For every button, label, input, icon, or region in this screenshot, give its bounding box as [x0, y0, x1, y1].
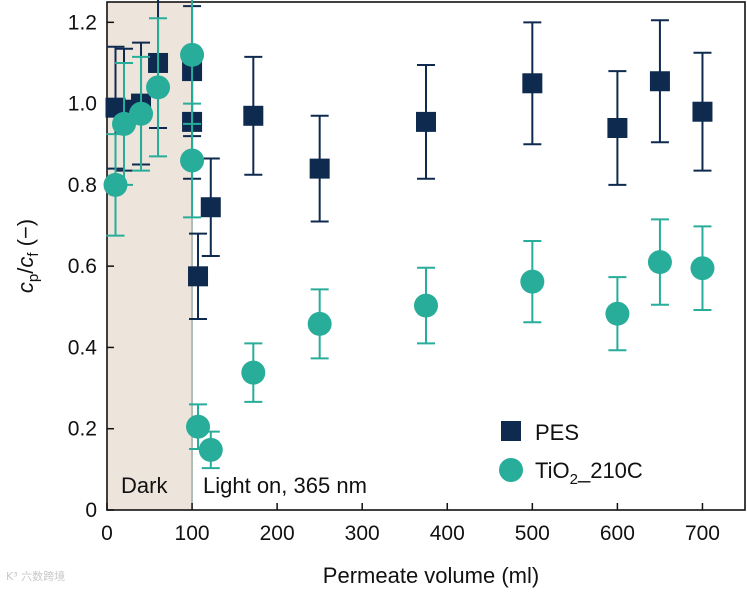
data-point-square [188, 266, 209, 287]
y-title-sub-f: f [25, 252, 42, 257]
x-tick-label: 700 [685, 522, 720, 545]
data-point-square [200, 197, 221, 218]
legend: PES TiO2_210C [499, 420, 643, 488]
x-tick-label: 300 [345, 522, 380, 545]
data-point-circle [146, 75, 171, 100]
x-tick-label: 100 [175, 522, 210, 545]
dark-annotation: Dark [121, 473, 168, 498]
y-title-sep: / [13, 267, 38, 274]
data-point-circle [605, 301, 630, 326]
y-tick-label: 1.2 [68, 11, 97, 34]
data-point-circle [647, 250, 672, 275]
x-tick-label: 200 [260, 522, 295, 545]
light-on-annotation: Light on, 365 nm [203, 473, 367, 498]
data-point-circle [180, 148, 205, 173]
dark-region [107, 2, 193, 510]
legend-label-pes: PES [535, 420, 579, 445]
legend-label-tio2: TiO2_210C [535, 458, 643, 488]
data-point-circle [307, 311, 332, 336]
y-tick-label: 0 [85, 499, 97, 522]
legend-tio2-rest: _210C [577, 458, 643, 483]
y-axis-ticks: 0 0.2 0.4 0.6 0.8 1.0 1.2 [68, 11, 114, 522]
data-point-square [692, 101, 713, 122]
x-axis-title: Permeate volume (ml) [323, 563, 539, 588]
y-title-c1: c [13, 282, 38, 293]
y-title-sub-p: p [25, 274, 42, 282]
data-point-square [309, 158, 330, 179]
data-point-square [649, 71, 670, 92]
data-point-circle [129, 101, 154, 126]
y-tick-label: 0.8 [68, 174, 97, 197]
legend-tio2-main: TiO [535, 458, 570, 483]
y-title-unit: (−) [13, 219, 38, 253]
x-tick-label: 600 [600, 522, 635, 545]
y-tick-label: 0.6 [68, 255, 97, 278]
data-point-square [522, 73, 543, 94]
data-point-circle [520, 269, 545, 294]
data-point-circle [414, 293, 438, 318]
x-tick-label: 0 [101, 522, 113, 545]
data-point-circle [186, 414, 211, 439]
x-tick-label: 400 [430, 522, 465, 545]
data-point-square [607, 117, 628, 138]
y-title-c2: c [13, 257, 38, 268]
legend-marker-tio2 [499, 458, 523, 482]
y-axis-title: cp/cf (−) [13, 219, 42, 293]
plot-frame [106, 1, 746, 511]
data-point-circle [241, 360, 266, 385]
series-layer [103, 0, 715, 470]
data-point-circle [690, 256, 715, 281]
watermark: K³ 六数跨境 [6, 570, 66, 583]
legend-marker-pes [501, 421, 521, 441]
data-point-circle [198, 437, 223, 462]
y-tick-label: 1.0 [68, 93, 97, 116]
y-tick-label: 0.4 [68, 336, 98, 359]
data-point-circle [180, 42, 205, 67]
data-point-square [416, 111, 436, 132]
legend-tio2-sub: 2 [570, 471, 578, 488]
data-point-square [243, 105, 264, 126]
y-tick-label: 0.2 [68, 418, 97, 441]
x-tick-label: 500 [515, 522, 550, 545]
x-axis-ticks: 0 100 200 300 400 500 600 700 [101, 503, 720, 545]
series-tio2 [103, 0, 715, 470]
